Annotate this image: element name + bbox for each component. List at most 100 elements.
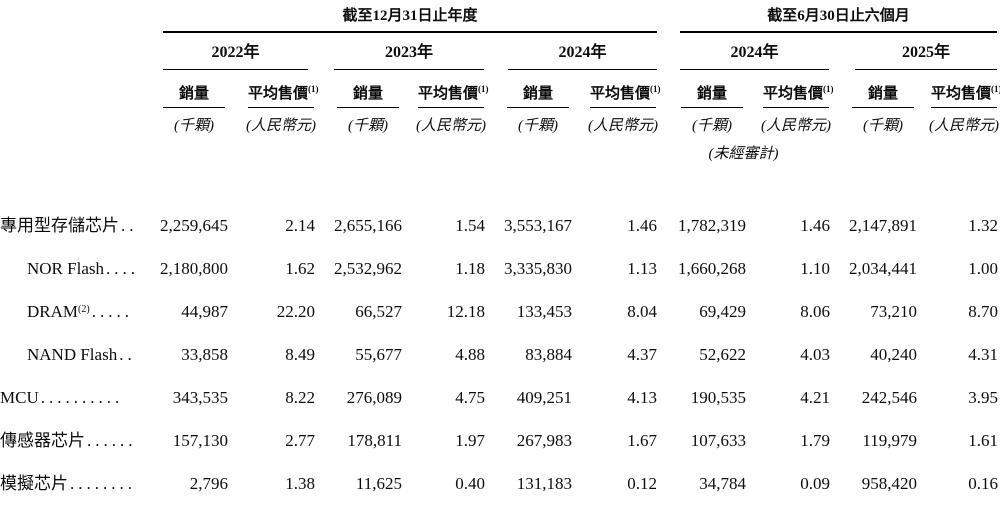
value-cell: 343,535	[172, 387, 228, 407]
value-cell: 83,884	[525, 344, 572, 364]
dot-leader: ..	[121, 216, 138, 235]
value-cell: 276,089	[346, 387, 402, 407]
col-header-asp: 平均售價(1)	[572, 70, 661, 108]
value-cell: 2,532,962	[334, 258, 402, 278]
value-cell: 267,983	[516, 430, 572, 450]
value-cell: 1.79	[800, 430, 830, 450]
value-cell: 40,240	[870, 344, 917, 364]
value-cell: 1.54	[455, 215, 485, 235]
value-cell: 8.49	[285, 344, 315, 364]
year-2024-interim: 2024年	[657, 33, 830, 70]
value-cell: 2,034,441	[849, 258, 917, 278]
value-cell: 3,335,830	[504, 258, 572, 278]
value-cell: 2,259,645	[160, 215, 228, 235]
spacer	[0, 70, 150, 108]
asp-footnote-marker: (1)	[308, 84, 319, 94]
value-cell: 55,677	[355, 344, 402, 364]
value-cell: 2,796	[189, 473, 228, 493]
col-header-volume: 銷量	[150, 70, 228, 108]
row-label-text: MCU	[0, 388, 39, 407]
spacer	[0, 0, 150, 33]
row-label-text: NAND Flash	[27, 345, 118, 364]
value-cell: 958,420	[861, 473, 917, 493]
value-cell: 1.61	[968, 430, 998, 450]
volume-header: 銷量	[352, 86, 383, 102]
dot-leader: ....	[105, 259, 139, 278]
value-cell: 107,633	[690, 430, 746, 450]
row-label-text: NOR Flash	[27, 259, 104, 278]
year-label: 2024年	[730, 44, 779, 61]
value-cell: 8.06	[800, 301, 830, 321]
unit-asp: (人民幣元)	[416, 117, 486, 134]
period-group-annual-rule: 截至12月31日止年度	[163, 4, 657, 33]
col-header-asp: 平均售價(1)	[402, 70, 489, 108]
volume-header: 銷量	[178, 86, 209, 102]
value-cell: 1.32	[968, 215, 998, 235]
row-label-text: DRAM	[27, 302, 79, 321]
unit-volume: (千顆)	[692, 117, 732, 134]
value-cell: 33,858	[181, 344, 228, 364]
value-cell: 1.62	[285, 258, 315, 278]
value-cell: 1.10	[800, 258, 830, 278]
dot-leader: .....	[91, 302, 133, 321]
row-label: NAND Flash ..	[0, 333, 150, 376]
row-label: 模擬芯片........	[0, 462, 150, 505]
spacer	[0, 108, 150, 138]
period-group-annual-title: 截至12月31日止年度	[342, 8, 478, 24]
value-cell: 8.70	[968, 301, 998, 321]
value-cell: 12.18	[446, 301, 485, 321]
unit-asp: (人民幣元)	[929, 117, 999, 134]
col-header-volume: 銷量	[657, 70, 746, 108]
spacer	[0, 33, 150, 70]
dot-leader: ..	[119, 345, 136, 364]
value-cell: 0.09	[800, 473, 830, 493]
value-cell: 52,622	[699, 344, 746, 364]
value-cell: 242,546	[861, 387, 917, 407]
year-2022: 2022年	[150, 33, 315, 70]
unit-volume: (千顆)	[174, 117, 214, 134]
value-cell: 1.13	[627, 258, 657, 278]
value-cell: 131,183	[516, 473, 572, 493]
value-cell: 4.31	[968, 344, 998, 364]
year-2025-interim: 2025年	[830, 33, 998, 70]
value-cell: 133,453	[516, 301, 572, 321]
asp-header: 平均售價	[248, 86, 309, 102]
value-cell: 178,811	[347, 430, 402, 450]
asp-footnote-marker: (1)	[650, 84, 661, 94]
col-header-volume: 銷量	[485, 70, 572, 108]
row-label: NOR Flash....	[0, 247, 150, 290]
value-cell: 4.75	[455, 387, 485, 407]
year-label: 2024年	[558, 44, 607, 61]
spacer	[830, 138, 998, 170]
value-cell: 4.37	[627, 344, 657, 364]
value-cell: 1.97	[455, 430, 485, 450]
value-cell: 8.22	[285, 387, 315, 407]
dot-leader: ......	[87, 431, 137, 450]
period-group-interim-title: 截至6月30日止六個月	[767, 8, 910, 24]
unit-asp: (人民幣元)	[246, 117, 316, 134]
period-group-interim: 截至6月30日止六個月	[657, 0, 998, 33]
value-cell: 1.46	[627, 215, 657, 235]
value-cell: 1.46	[800, 215, 830, 235]
value-cell: 0.40	[455, 473, 485, 493]
value-cell: 44,987	[181, 301, 228, 321]
value-cell: 2,655,166	[334, 215, 402, 235]
unaudited-note: (未經審計)	[708, 145, 779, 162]
value-cell: 1,660,268	[678, 258, 746, 278]
value-cell: 1.38	[285, 473, 315, 493]
value-cell: 34,784	[699, 473, 746, 493]
year-label: 2023年	[384, 44, 433, 61]
value-cell: 1,782,319	[678, 215, 746, 235]
col-header-volume: 銷量	[315, 70, 402, 108]
value-cell: 0.16	[968, 473, 998, 493]
volume-header: 銷量	[867, 86, 898, 102]
value-cell: 1.67	[627, 430, 657, 450]
volume-header: 銷量	[522, 86, 553, 102]
value-cell: 11,625	[355, 473, 402, 493]
value-cell: 1.18	[455, 258, 485, 278]
row-label-text: 傳感器芯片	[0, 431, 85, 450]
row-label-text: 模擬芯片	[0, 474, 68, 493]
value-cell: 2.77	[285, 430, 315, 450]
value-cell: 8.04	[627, 301, 657, 321]
